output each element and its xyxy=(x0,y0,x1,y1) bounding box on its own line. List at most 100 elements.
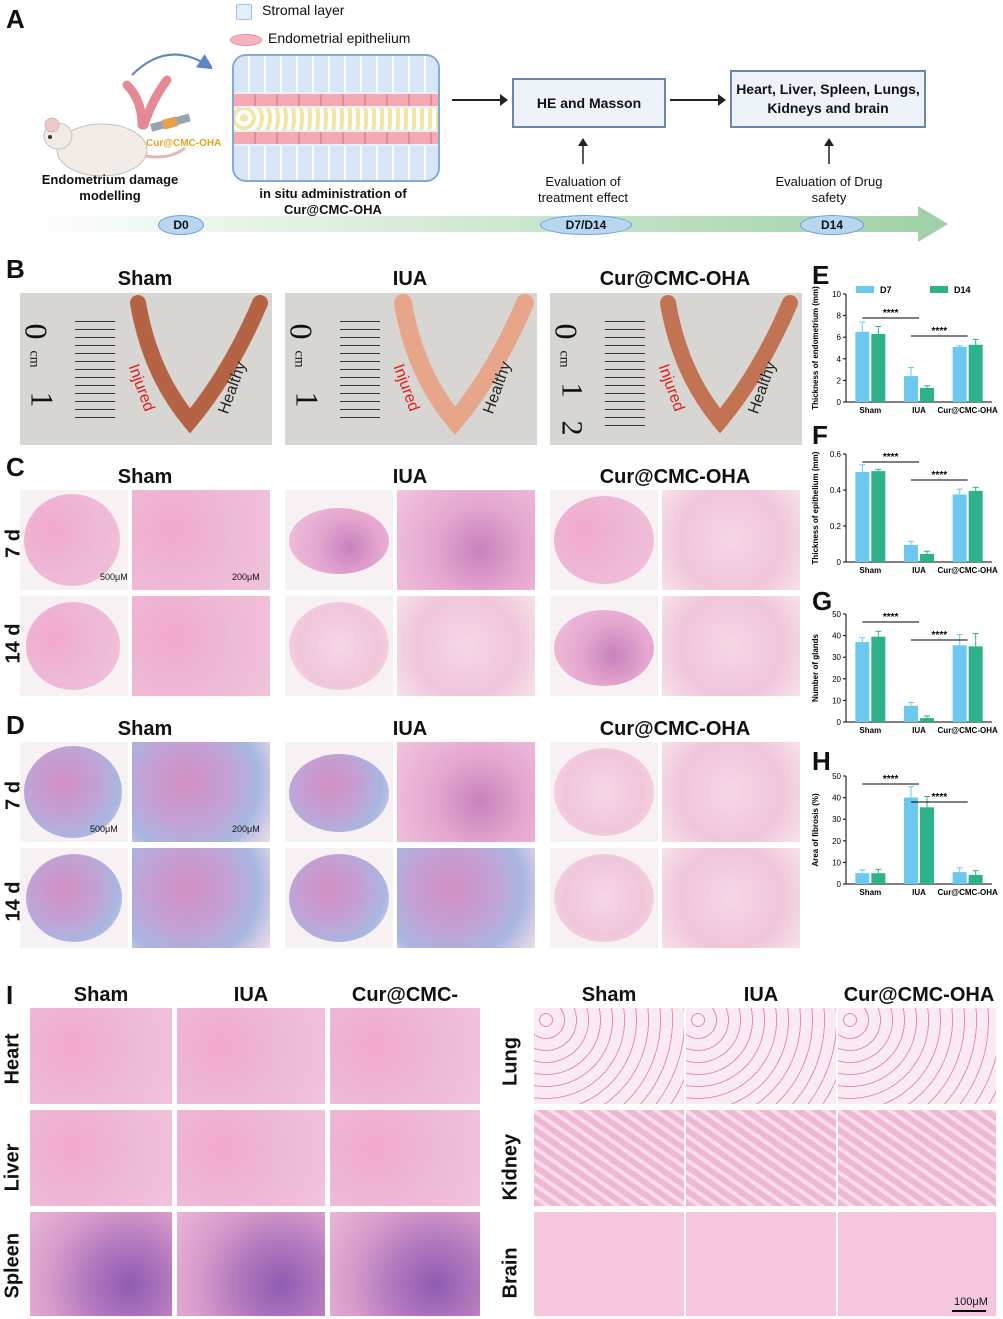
arrow-up-drug xyxy=(824,138,834,164)
ruler-ticks xyxy=(75,321,115,421)
bar-d14 xyxy=(920,807,934,884)
d-iua-14d-overview xyxy=(285,848,393,948)
c-sham-14d-overview xyxy=(20,596,128,696)
bar-d7 xyxy=(855,642,870,722)
c-iua-7d-overview xyxy=(285,490,393,590)
insitu-caption: in situ administration of Cur@CMC-OHA xyxy=(259,186,407,218)
y-tick-label: 6 xyxy=(837,333,842,342)
brain-cur-tile: 100μM xyxy=(838,1212,996,1316)
ruler-ticks xyxy=(340,321,380,421)
legend-stromal: Stromal layer xyxy=(262,2,345,18)
legend-label-d7: D7 xyxy=(880,285,892,295)
d-iua-14d-zoom xyxy=(397,848,535,948)
significance-label: **** xyxy=(932,792,948,803)
scale-bar-label: 500μM xyxy=(100,572,128,582)
c-sham-7d-zoom: 200μM xyxy=(132,490,270,590)
epithelium-cell-icon xyxy=(230,34,262,46)
x-tick-label: Cur@CMC-OHA xyxy=(938,888,998,897)
panel-label-a: A xyxy=(6,4,25,34)
b-header-sham: Sham xyxy=(117,268,173,290)
legend-label-d14: D14 xyxy=(954,285,971,295)
bar-d7 xyxy=(904,376,918,402)
legend-swatch-d14 xyxy=(930,286,948,293)
ruler-unit: cm xyxy=(556,350,572,368)
d-header-iua: IUA xyxy=(392,718,428,740)
bar-d7 xyxy=(904,705,918,722)
d-sham-14d-overview xyxy=(20,848,128,948)
uterus-photo-iua: 0 cm 1 Injured Healthy xyxy=(285,293,537,445)
significance-label: **** xyxy=(883,308,899,319)
d-cur-7d-zoom xyxy=(662,742,800,842)
ruler-zero: 0 xyxy=(550,323,585,340)
ruler-two: 2 xyxy=(555,420,589,436)
bar-d7 xyxy=(952,872,967,884)
chart-f-thickness-epithelium: 0 0.2 0.4 0.6 Thickness of epithelium (mm) Sh… xyxy=(811,450,998,575)
significance-label: **** xyxy=(932,326,948,337)
x-tick-label: Cur@CMC-OHA xyxy=(938,726,998,735)
panel-label-h: H xyxy=(812,746,831,776)
legend-epithelium: Endometrial epithelium xyxy=(268,30,411,46)
y-tick-label: 8 xyxy=(837,312,842,321)
bar-d7 xyxy=(904,797,918,884)
eval-drug-caption: Evaluation of Drug safety xyxy=(775,174,883,206)
i-left-header-iua: IUA xyxy=(233,984,269,1006)
scale-bar-label: 200μM xyxy=(232,572,260,582)
x-tick-label: Sham xyxy=(859,406,881,415)
panel-label-i: I xyxy=(6,980,14,1010)
mouse-illustration xyxy=(40,108,186,178)
d-header-sham: Sham xyxy=(117,718,173,740)
significance-label: **** xyxy=(883,612,899,623)
scale-bar xyxy=(952,1310,986,1312)
y-tick-label: 50 xyxy=(832,772,841,781)
c-iua-14d-zoom xyxy=(397,596,535,696)
scale-bar-label: 100μM xyxy=(954,1296,988,1308)
ruler-one: 1 xyxy=(24,391,61,408)
heart-sham-tile xyxy=(30,1008,172,1104)
y-tick-label: 10 xyxy=(832,696,841,705)
c-cur-14d-overview xyxy=(550,596,658,696)
box-organs: Heart, Liver, Spleen, Lungs, Kidneys and… xyxy=(730,70,926,128)
bar-d14 xyxy=(968,490,983,562)
x-tick-label: IUA xyxy=(912,888,926,897)
y-tick-label: 0.4 xyxy=(830,486,842,495)
liver-sham-tile xyxy=(30,1110,172,1206)
bar-d14 xyxy=(871,471,886,562)
y-tick-label: 0 xyxy=(837,558,842,567)
spleen-iua-tile xyxy=(177,1212,325,1316)
y-tick-label: 40 xyxy=(832,794,841,803)
kidney-iua-tile xyxy=(686,1110,836,1206)
lung-cur-tile xyxy=(838,1008,996,1104)
arrow-to-he xyxy=(452,94,508,106)
i-right-header-sham: Sham xyxy=(581,984,637,1006)
chart-g-number-glands: 0 10 20 30 40 50 Number of glands Sham IUA Cur@CM… xyxy=(811,610,998,735)
panel-label-c: C xyxy=(6,452,25,482)
y-tick-label: 30 xyxy=(832,815,841,824)
c-cur-7d-overview xyxy=(550,490,658,590)
timeline-d0: D0 xyxy=(158,215,204,235)
bar-d14 xyxy=(871,333,886,402)
spleen-cur-tile xyxy=(330,1212,480,1316)
b-header-iua: IUA xyxy=(392,268,428,290)
c-sham-7d-overview: 500μM xyxy=(20,490,128,590)
timeline-d14: D14 xyxy=(800,215,864,235)
x-tick-label: Sham xyxy=(859,566,881,575)
i-right-header-cur: Cur@CMC-OHA xyxy=(843,984,995,1006)
bar-d7 xyxy=(855,472,870,562)
d-cur-14d-overview xyxy=(550,848,658,948)
panel-label-b: B xyxy=(6,254,25,284)
b-header-cur: Cur@CMC-OHA xyxy=(599,268,751,290)
timeline-d7-d14: D7/D14 xyxy=(540,215,632,235)
kidney-sham-tile xyxy=(534,1110,684,1206)
bar-d7 xyxy=(855,873,870,884)
arrow-to-organs xyxy=(670,94,726,106)
c-iua-14d-overview xyxy=(285,596,393,696)
legend-swatch-d7 xyxy=(856,286,874,293)
y-tick-label: 0 xyxy=(837,718,842,727)
bar-d7 xyxy=(952,346,967,402)
x-tick-label: IUA xyxy=(912,566,926,575)
box-he-masson: HE and Masson xyxy=(512,78,666,128)
liver-cur-tile xyxy=(330,1110,480,1206)
bar-d7 xyxy=(952,494,967,562)
bar-d14 xyxy=(871,873,886,884)
y-tick-label: 20 xyxy=(832,837,841,846)
